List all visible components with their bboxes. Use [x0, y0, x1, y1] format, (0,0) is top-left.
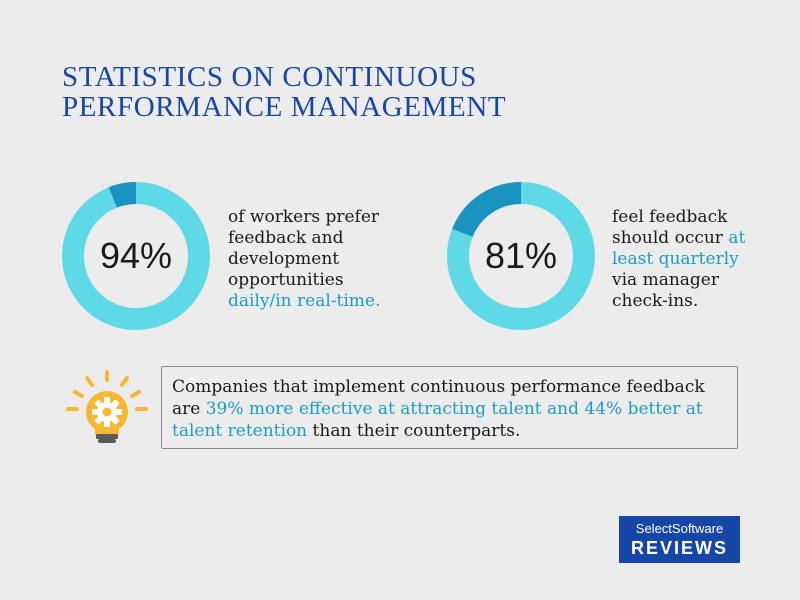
- stat2-line-1: feel feedback: [612, 207, 728, 227]
- stat1-line-1: of workers prefer: [228, 207, 380, 227]
- callout-box: Companies that implement continuous perf…: [161, 366, 738, 449]
- stat-value-81: 81%: [484, 235, 558, 276]
- donut-chart-94: 94%: [61, 181, 211, 331]
- callout-highlight: 39% more effective at attracting talent …: [172, 399, 703, 441]
- stat-description-1: of workers prefer feedback and developme…: [228, 207, 380, 312]
- stat2-highlight-2: least quarterly: [612, 249, 739, 269]
- lightbulb-gear-icon: [66, 370, 148, 443]
- stat2-line-4: check-ins.: [612, 291, 699, 311]
- stat-description-2: feel feedback should occur at least quar…: [612, 207, 745, 312]
- stat1-line-2: feedback and: [228, 228, 344, 248]
- stat2-highlight-1: at: [728, 228, 746, 248]
- stat1-line-3: development: [228, 249, 340, 269]
- stat1-highlight: daily/in real-time.: [228, 291, 381, 311]
- stat2-line-2: should occur: [612, 228, 729, 248]
- selectsoftware-reviews-logo: SelectSoftware REVIEWS: [619, 516, 740, 563]
- donut-chart-81: 81%: [446, 181, 596, 331]
- title-line-2: PERFORMANCE MANAGEMENT: [62, 91, 507, 123]
- callout-text-2: than their counterparts.: [307, 421, 521, 441]
- logo-top-text: SelectSoftware: [635, 521, 724, 536]
- title-line-1: STATISTICS ON CONTINUOUS: [62, 61, 477, 93]
- stat-value-94: 94%: [99, 235, 173, 276]
- logo-bottom-text: REVIEWS: [630, 538, 728, 558]
- page-title: STATISTICS ON CONTINUOUS PERFORMANCE MAN…: [62, 62, 506, 122]
- donut-ring-94: [62, 182, 210, 330]
- stat2-line-3: via manager: [612, 270, 719, 290]
- donut-ring-81: [447, 182, 595, 330]
- callout-text-1: Companies that implement continuous perf…: [172, 377, 705, 419]
- stat1-line-4: opportunities: [228, 270, 344, 290]
